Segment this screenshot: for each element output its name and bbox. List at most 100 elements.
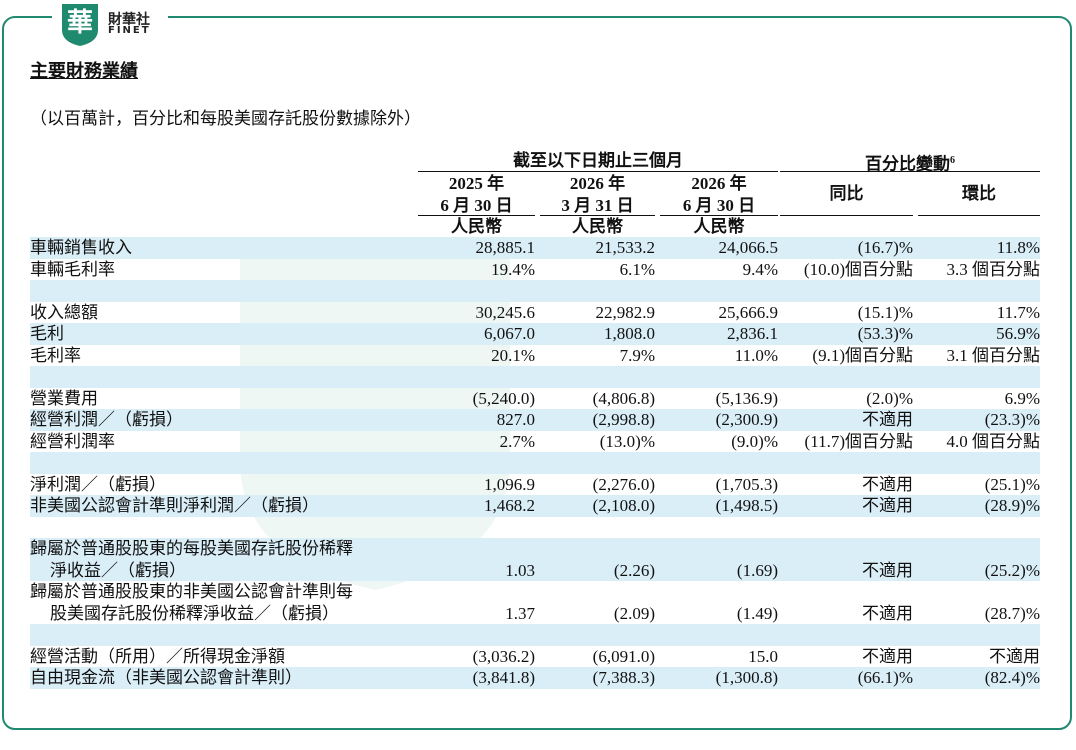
- cell: (9.1)個百分點: [812, 345, 913, 365]
- cell: (1.69): [736, 560, 778, 580]
- cell: 2.7%: [499, 431, 535, 451]
- cell: (1.49): [736, 603, 778, 623]
- column-header: 環比: [962, 184, 996, 203]
- row-stripe: [30, 667, 1040, 689]
- row-label: 歸屬於普通股股東的每股美國存託股份稀釋: [30, 539, 353, 558]
- cell: 2,836.1: [727, 324, 778, 343]
- row-label: 自由現金流（非美國公認會計準則）: [30, 668, 302, 687]
- cell: (53.3)%: [857, 324, 913, 343]
- cell: 1,468.2: [484, 496, 535, 515]
- logo-mark: 華: [66, 8, 93, 37]
- row-label: 淨利潤／（虧損）: [30, 474, 166, 494]
- logo-shield: [62, 4, 98, 46]
- cell: (82.4)%: [984, 668, 1040, 687]
- logo-name: 財華社: [108, 12, 150, 28]
- cell: 20.1%: [491, 345, 535, 365]
- cell: (9.0)%: [731, 431, 778, 451]
- cell: 7.9%: [619, 345, 655, 365]
- cell: 4.0 個百分點: [946, 431, 1041, 451]
- column-header: 2026 年: [569, 174, 626, 193]
- currency: 人民幣: [693, 217, 745, 236]
- cell: (3,036.2): [472, 646, 535, 666]
- group-header: 百分比變動6: [780, 150, 1040, 174]
- row-label: 經營利潤／（虧損）: [30, 410, 183, 429]
- currency: 人民幣: [572, 217, 623, 236]
- cell: 24,066.5: [718, 238, 779, 257]
- logo-sub: FINET: [108, 25, 151, 36]
- group-header-text: 百分比變動: [865, 154, 950, 174]
- cell: (11.7)個百分點: [804, 431, 913, 451]
- cell: (2.26): [613, 560, 655, 580]
- cell: (6,091.0): [592, 646, 655, 666]
- row-label: 營業費用: [30, 388, 98, 408]
- cell: (1,300.8): [715, 668, 778, 687]
- cell: 1,096.9: [484, 474, 535, 494]
- row-label: 毛利: [30, 324, 64, 343]
- rule: [418, 215, 535, 216]
- cell: 3.1 個百分點: [946, 345, 1041, 365]
- row-label: 毛利率: [30, 345, 81, 365]
- cell: 25,666.9: [718, 302, 779, 322]
- cell: 11.0%: [734, 345, 778, 365]
- cell: 11.7%: [996, 302, 1040, 322]
- cell: 1.03: [505, 560, 535, 580]
- cell: 28,885.1: [475, 238, 536, 257]
- row-label: 經營活動（所用）／所得現金淨額: [30, 646, 285, 666]
- rule: [780, 171, 1040, 172]
- cell: 6.1%: [619, 259, 655, 279]
- cell: 不適用: [862, 410, 913, 429]
- cell: (2,276.0): [592, 474, 655, 494]
- cell: (25.2)%: [984, 560, 1040, 580]
- cell: (7,388.3): [592, 668, 655, 687]
- cell: (4,806.8): [592, 388, 655, 408]
- cell: (66.1)%: [857, 668, 913, 687]
- cell: (13.0)%: [599, 431, 655, 451]
- row-stripe: [30, 237, 1040, 259]
- row-stripe: [30, 323, 1040, 345]
- column-header: 同比: [829, 184, 864, 203]
- cell: (5,136.9): [715, 388, 778, 408]
- row-label: 股美國存託股份稀釋淨收益／（虧損）: [50, 603, 339, 623]
- cell: 1.37: [505, 603, 535, 623]
- row-label: 淨收益／（虧損）: [50, 560, 186, 580]
- cell: 不適用: [862, 496, 913, 515]
- cell: 6.9%: [1004, 388, 1040, 408]
- column-header: 6 月 30 日: [682, 195, 756, 215]
- border: [2, 16, 1072, 730]
- cell: (1,498.5): [715, 496, 778, 515]
- cell: 不適用: [989, 646, 1040, 666]
- cell: 15.0: [748, 646, 778, 666]
- currency: 人民幣: [451, 217, 502, 236]
- rule: [418, 171, 778, 172]
- cell: (5,240.0): [472, 388, 535, 408]
- cell: 3.3 個百分點: [946, 259, 1041, 279]
- row-stripe: [30, 280, 1040, 302]
- cell: 9.4%: [742, 259, 778, 279]
- rule: [780, 215, 913, 216]
- row-stripe: [30, 409, 1040, 431]
- cell: (2.09): [613, 603, 655, 623]
- cell: (10.0)個百分點: [803, 259, 913, 279]
- cell: (1,705.3): [715, 474, 778, 494]
- cell: 不適用: [862, 646, 913, 666]
- row-label: 收入總額: [30, 302, 98, 322]
- cell: 19.4%: [491, 259, 535, 279]
- row-label: 車輛毛利率: [30, 259, 115, 279]
- column-header: 3 月 31 日: [561, 195, 634, 215]
- row-stripe: [30, 624, 1040, 646]
- cell: (28.9)%: [984, 496, 1040, 515]
- row-label: 車輛銷售收入: [30, 238, 132, 257]
- cell: (25.1)%: [984, 474, 1040, 494]
- cell: (3,841.8): [472, 668, 535, 687]
- cell: (28.7)%: [984, 603, 1040, 623]
- cell: (23.3)%: [984, 410, 1040, 429]
- cell: 827.0: [496, 410, 535, 429]
- rule: [660, 215, 778, 216]
- cell: (2.0)%: [866, 388, 913, 408]
- cell: 56.9%: [996, 324, 1040, 343]
- cell: 1,808.0: [604, 324, 655, 343]
- cell: 不適用: [862, 560, 913, 580]
- note: （以百萬計，百分比和每股美國存託股份數據除外）: [30, 109, 421, 128]
- row-stripe: [30, 495, 1040, 517]
- rule: [540, 215, 655, 216]
